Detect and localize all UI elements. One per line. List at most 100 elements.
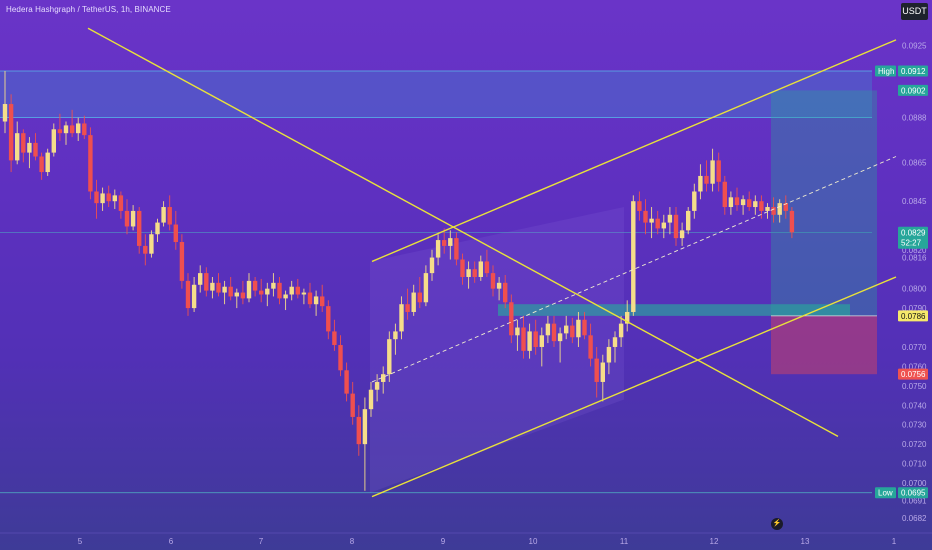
price-tag-countdown: 52:27 [901,238,922,247]
candle-body [716,160,721,182]
price-tag-value: 0.0912 [901,67,926,76]
candle-body [167,207,172,225]
candle-body [259,290,264,295]
price-tag-value: 0.0902 [901,86,926,95]
candle-body [51,129,56,153]
candle-body [454,238,459,260]
time-axis[interactable]: 5 6 7 8 9 10 11 12 13 1 [0,532,932,546]
resistance-zone [0,70,872,118]
candle-body [277,282,282,299]
candle-body [570,325,575,338]
price-tag [898,487,928,499]
candle-body [655,218,660,229]
price-tick-label: 0.0720 [902,440,927,449]
price-tick-label: 0.0750 [902,382,927,391]
drawing-layer-lines[interactable] [87,27,897,498]
candle-body [606,346,612,363]
currency-button[interactable]: USDT [901,3,928,20]
price-tick-label: 0.0691 [902,497,927,506]
candle-body [15,133,20,161]
candle-body [551,323,557,342]
price-tag-label-box [875,487,896,499]
candle-body [557,333,563,342]
candle-body [27,142,32,153]
candle-body [411,292,416,312]
candle-body [631,201,636,312]
price-tag-value: 0.0756 [901,370,926,379]
price-tick-label: 0.0816 [902,254,927,263]
candle-body [124,210,130,227]
candle-body [76,123,81,134]
channel-upper-line [371,39,897,263]
candle-body [338,345,343,371]
price-tag [898,368,928,380]
candle-body [191,284,197,309]
time-tick-label: 5 [78,537,83,546]
drawing-layer-bg [0,70,877,494]
candle-body [521,327,526,351]
candle-body [484,261,490,274]
candle-body [533,331,538,347]
candle-body [313,296,319,305]
price-tag-label: High [878,67,894,76]
candle-body [704,175,709,184]
candle-body [198,273,203,285]
candle-body [161,207,166,223]
candle-body [21,133,26,153]
candle-body [94,191,99,204]
candle-body [466,269,471,277]
price-tick-label: 0.0845 [902,197,927,206]
price-tick-label: 0.0760 [902,362,927,371]
candle-body [222,286,227,293]
eye-icon[interactable]: ⚡ [771,518,783,530]
candle-body [246,280,252,299]
candle-body [368,389,374,410]
chart-title: Hedera Hashgraph / TetherUS, 1h, BINANCE [6,5,171,14]
candle-body [130,210,136,227]
candle-body [149,234,154,254]
price-tick-label: 0.0730 [902,421,927,430]
channel-shade [370,207,624,493]
candle-body [728,197,734,208]
candle-body [509,302,514,336]
candle-body [686,210,691,231]
support-zone [498,304,850,316]
candle-body [265,288,270,295]
candle-body [344,370,349,394]
candle-body [429,257,435,274]
time-tick-label: 10 [529,537,538,546]
candle-body [539,335,544,347]
candle-body [679,230,685,239]
candle-body [350,393,355,417]
candle-body [405,304,410,312]
price-tick-label: 0.0865 [902,158,927,167]
candle-body [783,203,788,211]
candle-body [545,323,551,336]
candle-body [460,259,465,277]
price-tick-label: 0.0925 [902,42,927,51]
candle-body [173,224,178,243]
descending-trendline [87,27,839,437]
candle-body [228,286,233,297]
candle-body [618,323,624,338]
candle-body [387,339,392,375]
candle-body [612,337,618,347]
candle-body [777,203,782,215]
candle-body [643,210,648,223]
candle-body [564,325,569,334]
time-tick-label: 1 [892,537,897,546]
candle-body [503,282,508,303]
candle-body [673,214,679,239]
time-tick-label: 8 [350,537,355,546]
candle-body [442,240,447,246]
candle-body [332,331,337,346]
candle-body [692,191,697,211]
candle-body [295,286,300,295]
candle-body [143,245,148,254]
candle-body [106,193,111,202]
price-tick-label: 0.0790 [902,304,927,313]
candle-body [710,160,715,184]
